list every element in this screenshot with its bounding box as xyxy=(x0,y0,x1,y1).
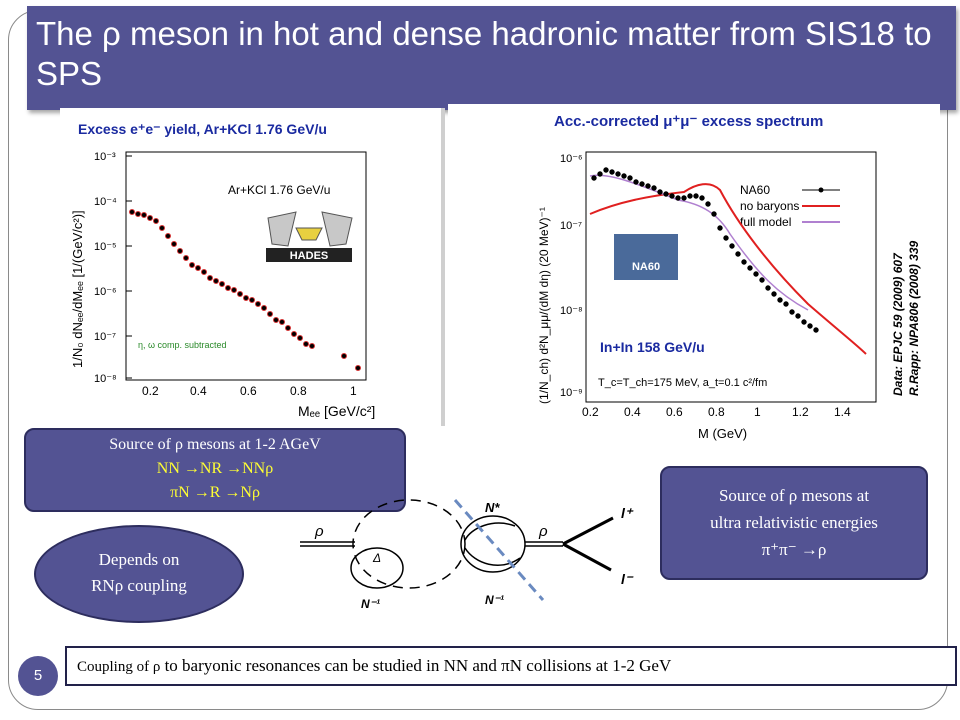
na60-ylabel: (1/N_ch) d²N_μμ/(dM dη) (20 MeV)⁻¹ xyxy=(537,207,551,404)
full-model-curve xyxy=(589,174,809,311)
hades-logo-text: HADES xyxy=(290,250,329,262)
na60-legend: NA60 no baryons full model xyxy=(740,183,840,229)
hades-ytick: 10⁻⁷ xyxy=(94,331,116,343)
na60-params: T_c=T_ch=175 MeV, a_t=0.1 c²/fm xyxy=(598,377,767,389)
na60-xtick: 1.4 xyxy=(834,405,851,419)
hades-plot-title: Excess e⁺e⁻ yield, Ar+KCl 1.76 GeV/u xyxy=(78,121,327,137)
diagram-label: l⁻ xyxy=(621,571,634,587)
callout-line: Source of ρ mesons at 1-2 AGeV xyxy=(109,436,321,453)
callout-line: NN →NR →NNρ xyxy=(156,460,274,477)
diagram-label: ρ xyxy=(538,523,548,540)
hades-logo: HADES xyxy=(266,211,353,262)
na60-ytick: 10⁻⁶ xyxy=(560,153,583,165)
callout-sps-source: Source of ρ mesons at ultra relativistic… xyxy=(660,466,928,580)
diagram-label: Δ xyxy=(372,551,381,565)
na60-xtick: 1.2 xyxy=(792,405,809,419)
hades-ylabel: 1/N₀ dNₑₑ/dMₑₑ [1/(GeV/c²)] xyxy=(70,210,85,368)
footer-prefix: Coupling of ρ xyxy=(77,659,161,675)
na60-xtick: 0.8 xyxy=(708,405,725,419)
na60-legend-entry: full model xyxy=(740,215,791,229)
hades-plot: Excess e⁺e⁻ yield, Ar+KCl 1.76 GeV/u 10⁻… xyxy=(60,108,441,426)
na60-logo: NA60 xyxy=(614,234,678,280)
callout-line: π⁺π⁻ →ρ xyxy=(761,540,827,559)
hades-data-points xyxy=(129,209,361,371)
hades-ytick: 10⁻⁵ xyxy=(94,241,117,253)
title-bar: The ρ meson in hot and dense hadronic ma… xyxy=(27,6,956,110)
no-baryons-curve xyxy=(589,183,867,355)
hades-ytick: 10⁻³ xyxy=(94,151,116,163)
callout-line: Source of ρ mesons at xyxy=(718,486,870,505)
na60-collision: In+In 158 GeV/u xyxy=(600,339,705,355)
callout-line: ultra relativistic energies xyxy=(710,513,878,532)
na60-legend-entry: no baryons xyxy=(740,199,799,213)
hades-xlabel: Mₑₑ [GeV/c²] xyxy=(298,403,375,419)
na60-data-points xyxy=(591,167,819,333)
diagram-label: N⁻¹ xyxy=(485,593,504,607)
diagram-label: N* xyxy=(485,500,500,515)
na60-plot-title: Acc.-corrected μ⁺μ⁻ excess spectrum xyxy=(554,113,823,130)
hades-xtick: 0.4 xyxy=(190,384,207,398)
hades-plot-panel: Excess e⁺e⁻ yield, Ar+KCl 1.76 GeV/u 10⁻… xyxy=(60,108,445,426)
na60-xtick: 0.4 xyxy=(624,405,641,419)
na60-reference: Data: EPJC 59 (2009) 607 xyxy=(891,252,905,396)
cut-line xyxy=(453,499,545,601)
hades-xtick: 0.8 xyxy=(290,384,307,398)
hades-legend: Ar+KCl 1.76 GeV/u xyxy=(228,183,330,197)
hades-ytick: 10⁻⁴ xyxy=(94,196,117,208)
page-number: 5 xyxy=(18,656,58,696)
na60-ytick: 10⁻⁷ xyxy=(560,220,582,232)
diagram-label: N⁻¹ xyxy=(361,597,380,610)
callout-sis-source: Source of ρ mesons at 1-2 AGeV NN →NR →N… xyxy=(24,428,406,512)
na60-xtick: 0.2 xyxy=(582,405,599,419)
callout-line: πN →R →Nρ xyxy=(170,484,260,501)
na60-xtick: 1 xyxy=(754,405,761,419)
footer-text: to baryonic resonances can be studied in… xyxy=(160,656,672,675)
ellipse-line: Depends on xyxy=(98,550,180,569)
na60-logo-text: NA60 xyxy=(632,261,660,273)
na60-xlabel: M (GeV) xyxy=(698,426,747,441)
hades-xtick: 0.2 xyxy=(142,384,159,398)
hades-ytick: 10⁻⁸ xyxy=(94,373,117,385)
slide-title: The ρ meson in hot and dense hadronic ma… xyxy=(36,15,932,92)
na60-ytick: 10⁻⁹ xyxy=(560,387,583,399)
na60-plot: Acc.-corrected μ⁺μ⁻ excess spectrum 10⁻⁶… xyxy=(448,104,940,450)
diagram-label: l⁺ xyxy=(621,505,634,521)
na60-reference: R.Rapp: NPA806 (2008) 339 xyxy=(907,241,921,397)
hades-xtick: 0.6 xyxy=(240,384,257,398)
na60-xtick: 0.6 xyxy=(666,405,683,419)
coupling-ellipse: Depends on RNρ coupling xyxy=(34,525,244,623)
feynman-diagram: ρ Δ N⁻¹ N* ρ N⁻¹ l⁺ l⁻ xyxy=(300,499,634,610)
diagram-label: ρ xyxy=(314,523,324,540)
hades-xtick: 1 xyxy=(350,384,357,398)
na60-legend-entry: NA60 xyxy=(740,183,770,197)
footer-statement: Coupling of ρ to baryonic resonances can… xyxy=(65,646,957,686)
ellipse-line: RNρ coupling xyxy=(91,576,187,595)
na60-plot-panel: Acc.-corrected μ⁺μ⁻ excess spectrum 10⁻⁶… xyxy=(448,104,940,450)
na60-ytick: 10⁻⁸ xyxy=(560,305,583,317)
hades-ytick: 10⁻⁶ xyxy=(94,286,117,298)
hades-note: η, ω comp. subtracted xyxy=(138,340,227,350)
